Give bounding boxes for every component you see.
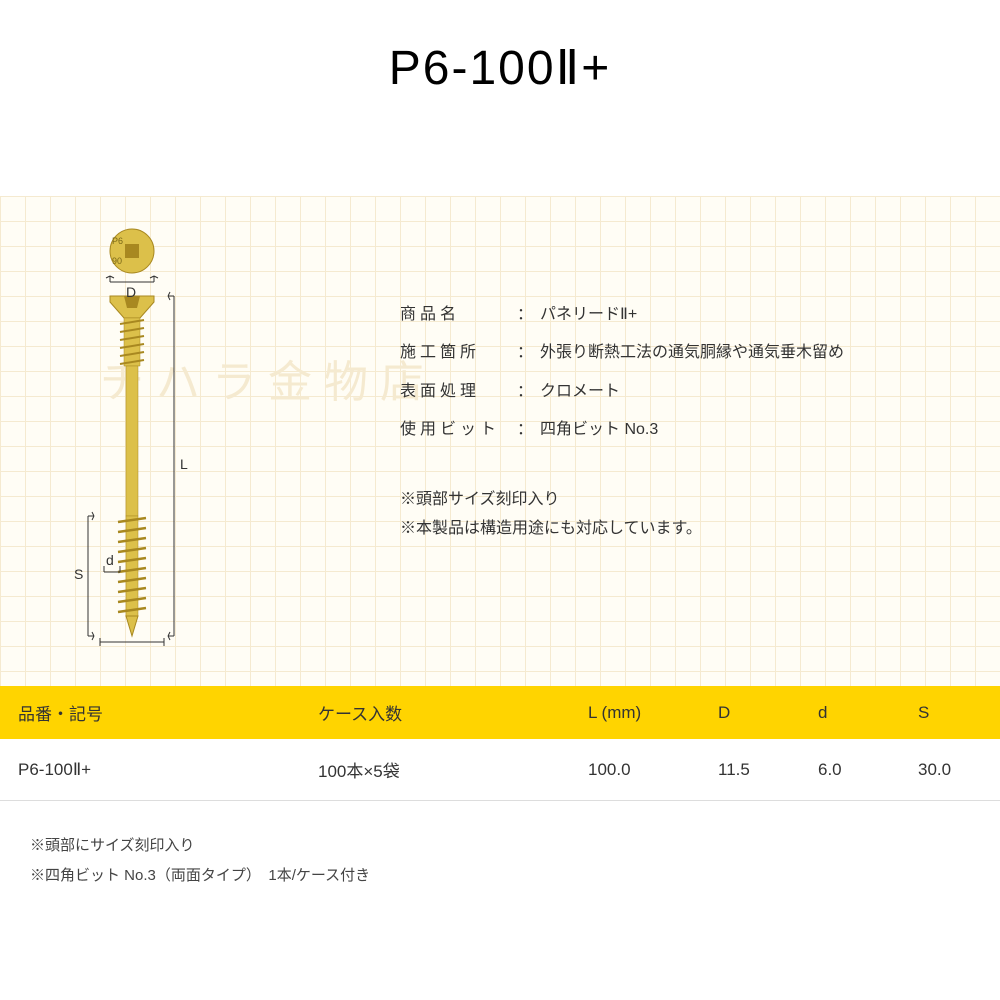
spec-row: 施工箇所 ： 外張り断熱工法の通気胴縁や通気垂木留め [400,334,844,372]
td-qty: 100本×5袋 [300,739,570,801]
td-s: 30.0 [900,739,1000,801]
th-l: L (mm) [570,686,700,739]
spec-colon: ： [510,334,540,372]
spec-colon: ： [510,296,540,334]
footer-note-line: ※四角ビット No.3（両面タイプ） 1本/ケース付き [30,861,970,891]
spec-table-container: 品番・記号 ケース入数 L (mm) D d S P6-100Ⅱ+ 100本×5… [0,686,1000,801]
spec-colon: ： [510,373,540,411]
footer-note-line: ※頭部にサイズ刻印入り [30,831,970,861]
td-code: P6-100Ⅱ+ [0,739,300,801]
th-d-upper: D [700,686,800,739]
th-qty: ケース入数 [300,686,570,739]
spec-table: 品番・記号 ケース入数 L (mm) D d S P6-100Ⅱ+ 100本×5… [0,686,1000,801]
spec-value: パネリードⅡ+ [540,296,844,334]
spec-row: 表面処理 ： クロメート [400,373,844,411]
td-d-lower: 6.0 [800,739,900,801]
spec-label: 使用ビット [400,411,510,449]
spec-row: 商品名 ： パネリードⅡ+ [400,296,844,334]
spec-label: 施工箇所 [400,334,510,372]
spec-value: 外張り断熱工法の通気胴縁や通気垂木留め [540,334,844,372]
svg-text:P6: P6 [112,236,123,246]
screw-diagram: P6 90 [80,226,230,656]
td-l: 100.0 [570,739,700,801]
td-d-upper: 11.5 [700,739,800,801]
spec-row: 使用ビット ： 四角ビット No.3 [400,411,844,449]
table-row: P6-100Ⅱ+ 100本×5袋 100.0 11.5 6.0 30.0 [0,739,1000,801]
svg-text:90: 90 [112,256,122,266]
dim-label-s: S [74,566,83,582]
dim-label-d-upper: D [126,284,136,300]
spec-label: 表面処理 [400,373,510,411]
th-code: 品番・記号 [0,686,300,739]
spec-list: 商品名 ： パネリードⅡ+ 施工箇所 ： 外張り断熱工法の通気胴縁や通気垂木留め… [400,296,844,450]
content-notes: ※頭部サイズ刻印入り ※本製品は構造用途にも対応しています。 [400,486,702,544]
dim-label-d-lower: d [106,552,114,568]
th-d-lower: d [800,686,900,739]
footer-notes: ※頭部にサイズ刻印入り ※四角ビット No.3（両面タイプ） 1本/ケース付き [0,801,1000,921]
th-s: S [900,686,1000,739]
note-line: ※本製品は構造用途にも対応しています。 [400,515,702,544]
page-title: P6-100Ⅱ+ [0,0,1000,116]
spec-label: 商品名 [400,296,510,334]
spec-value: 四角ビット No.3 [540,411,844,449]
note-line: ※頭部サイズ刻印入り [400,486,702,515]
dim-label-l: L [180,456,188,472]
spec-value: クロメート [540,373,844,411]
spec-colon: ： [510,411,540,449]
content-area: チハラ金物店 P6 90 [0,196,1000,686]
